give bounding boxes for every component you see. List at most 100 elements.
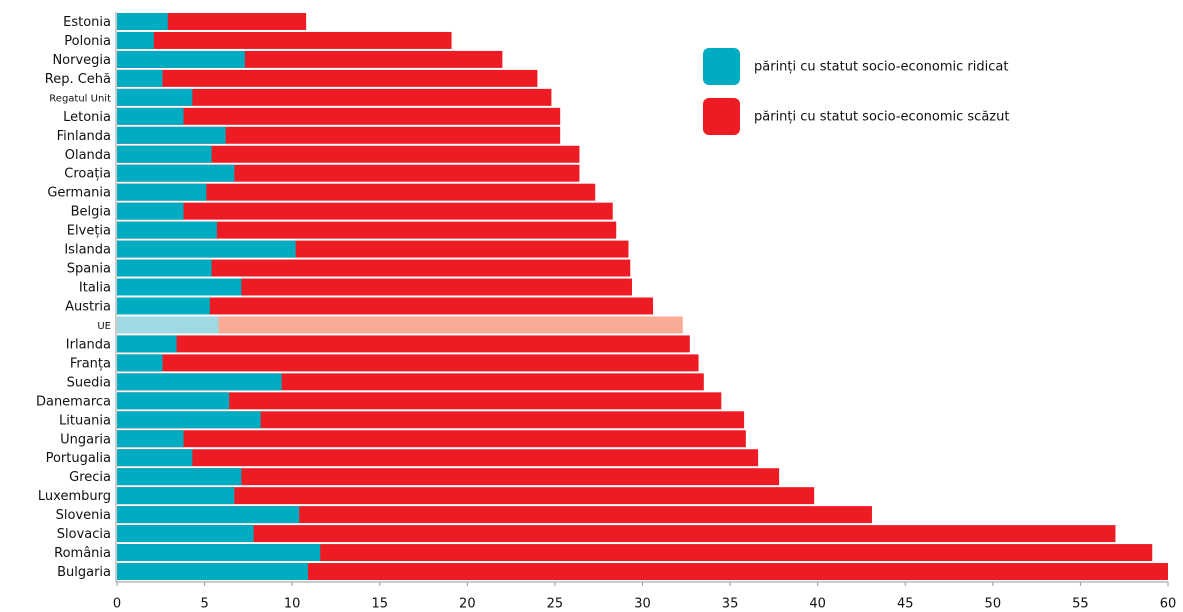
x-tick-label: 15 <box>371 597 388 612</box>
bar <box>117 430 184 448</box>
bar <box>117 107 184 125</box>
y-tick-label: Croația <box>64 167 111 182</box>
y-tick-label: Norvegia <box>52 53 111 68</box>
bar <box>117 525 1116 543</box>
bar <box>117 449 193 467</box>
y-tick-label: Austria <box>65 299 111 314</box>
x-tick-label: 60 <box>1160 597 1177 612</box>
bar <box>117 126 226 144</box>
bar <box>117 13 168 30</box>
y-tick-label: Luxemburg <box>38 489 111 504</box>
bar <box>117 506 872 524</box>
bar <box>117 183 207 201</box>
x-tick-label: 25 <box>547 597 564 612</box>
bar <box>117 69 163 87</box>
y-tick-label: Danemarca <box>36 394 111 409</box>
bar <box>117 221 617 239</box>
y-tick-label: Bulgaria <box>57 565 111 580</box>
bar <box>117 468 780 486</box>
y-tick-label: Suedia <box>67 375 111 390</box>
y-tick-label: Portugalia <box>46 451 111 466</box>
x-tick-label: 30 <box>634 597 651 612</box>
legend-swatch <box>703 98 740 135</box>
y-tick-label: Spania <box>67 262 111 277</box>
bar <box>117 278 632 296</box>
legend-label: părinți cu statut socio-economic scăzut <box>754 110 1009 125</box>
bar <box>117 468 242 486</box>
x-tick-label: 5 <box>200 597 208 612</box>
y-tick-label: Letonia <box>63 110 111 125</box>
bar <box>117 411 261 429</box>
x-tick-label: 35 <box>722 597 739 612</box>
y-tick-label: Finlanda <box>57 129 111 144</box>
bar <box>117 563 308 580</box>
bar <box>117 430 746 448</box>
y-tick-label: Irlanda <box>66 337 111 352</box>
x-tick-label: 45 <box>897 597 914 612</box>
legend-label: părinți cu statut socio-economic ridicat <box>754 60 1008 75</box>
y-tick-label: România <box>54 546 111 561</box>
bar <box>117 544 321 562</box>
bar <box>117 506 300 524</box>
bar <box>117 544 1153 562</box>
y-tick-label: Franța <box>70 356 111 371</box>
y-tick-label: Slovenia <box>56 508 111 523</box>
bar <box>117 449 759 467</box>
y-tick-label: Slovacia <box>57 527 111 542</box>
y-tick-label: Italia <box>79 281 111 296</box>
bar <box>117 164 235 182</box>
bar <box>117 240 296 258</box>
y-tick-label: Estonia <box>63 15 111 30</box>
bar <box>117 31 154 49</box>
bar <box>117 411 745 429</box>
bar <box>117 145 212 163</box>
y-tick-label: Ungaria <box>60 432 111 447</box>
y-tick-label: Olanda <box>65 148 111 163</box>
bar <box>117 183 596 201</box>
bar <box>117 50 245 68</box>
bar <box>117 392 230 410</box>
bar <box>117 221 217 239</box>
bar <box>117 107 561 125</box>
y-tick-label: Lituania <box>59 413 111 428</box>
bar <box>117 259 212 277</box>
bar <box>117 316 219 334</box>
y-tick-label: Grecia <box>69 470 111 485</box>
bar <box>117 525 254 543</box>
bar <box>117 145 580 163</box>
bar <box>117 202 184 220</box>
x-tick-label: 55 <box>1072 597 1089 612</box>
y-tick-label: Islanda <box>64 243 111 258</box>
bar <box>117 259 631 277</box>
y-tick-label: Belgia <box>71 205 111 220</box>
y-tick-label: UE <box>97 321 111 332</box>
y-tick-label: Regatul Unit <box>49 93 111 104</box>
x-tick-label: 10 <box>284 597 301 612</box>
bar <box>117 487 235 505</box>
bar <box>117 202 613 220</box>
x-tick-label: 20 <box>459 597 476 612</box>
x-tick-label: 40 <box>809 597 826 612</box>
y-tick-label: Elveția <box>67 224 111 239</box>
bar <box>117 392 722 410</box>
bar <box>117 88 193 106</box>
bar <box>117 354 699 372</box>
y-tick-label: Polonia <box>64 34 111 49</box>
bar <box>117 297 654 315</box>
bar <box>117 278 242 296</box>
bar <box>117 126 561 144</box>
y-tick-label: Rep. Cehă <box>45 72 111 87</box>
bar <box>117 88 552 106</box>
bar <box>117 487 815 505</box>
bar <box>117 563 1168 580</box>
x-tick-label: 50 <box>985 597 1002 612</box>
bar <box>117 297 210 315</box>
bar <box>117 335 690 353</box>
bar <box>117 69 538 87</box>
bar <box>117 31 452 49</box>
legend-swatch <box>703 48 740 85</box>
y-tick-label: Germania <box>47 186 111 201</box>
bar <box>117 335 177 353</box>
x-tick-label: 0 <box>113 597 121 612</box>
